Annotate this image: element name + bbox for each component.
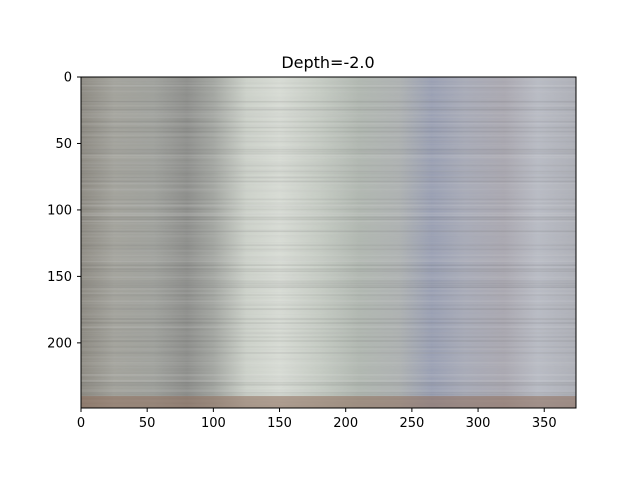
x-axis: 0 50 100 150 200 250 300 350 bbox=[77, 408, 557, 431]
x-tick-label: 0 bbox=[77, 416, 85, 431]
x-tick-label: 100 bbox=[201, 416, 226, 431]
y-tick-label: 50 bbox=[55, 137, 72, 152]
y-tick-label: 100 bbox=[47, 203, 72, 218]
axes-frame bbox=[80, 76, 577, 409]
chart-title: Depth=-2.0 bbox=[281, 53, 374, 72]
x-tick-label: 150 bbox=[267, 416, 292, 431]
y-tick-label: 200 bbox=[47, 336, 72, 351]
heatmap-bottom-band bbox=[81, 396, 576, 408]
x-tick-label: 350 bbox=[532, 416, 557, 431]
y-tick-label: 0 bbox=[64, 71, 72, 86]
y-tick-label: 150 bbox=[47, 270, 72, 285]
x-tick-label: 250 bbox=[399, 416, 424, 431]
x-tick-label: 200 bbox=[333, 416, 358, 431]
x-tick-label: 300 bbox=[466, 416, 491, 431]
y-axis: 0 50 100 150 200 bbox=[47, 71, 81, 351]
heatmap-texture bbox=[81, 77, 576, 408]
x-tick-label: 50 bbox=[139, 416, 156, 431]
plot-area bbox=[80, 76, 577, 409]
